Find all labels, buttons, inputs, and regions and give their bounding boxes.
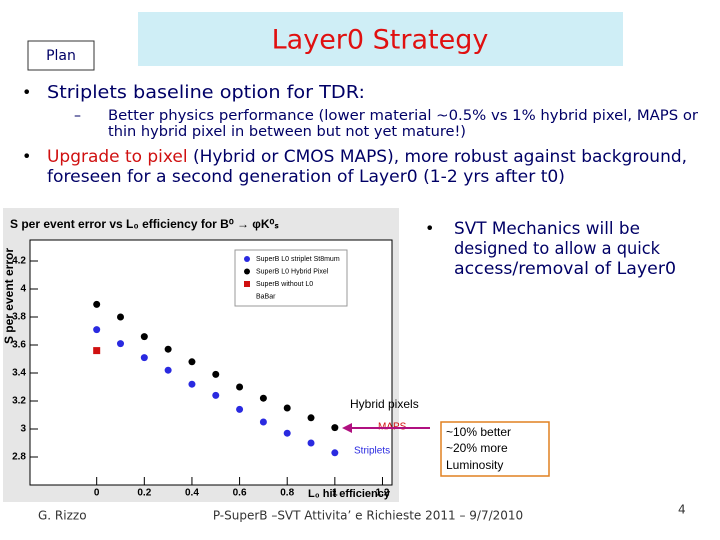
point — [93, 326, 101, 334]
bullet: • — [425, 219, 434, 238]
plan-label: Plan — [46, 48, 76, 64]
legend-marker — [244, 256, 250, 262]
bullet-text-rest: (Hybrid or CMOS MAPS), more robust again… — [193, 147, 687, 167]
x-tick-label: 0.4 — [185, 488, 199, 499]
x-tick-label: 0.6 — [233, 488, 247, 499]
point — [188, 358, 196, 366]
point — [259, 418, 267, 426]
point — [331, 449, 339, 457]
point — [331, 424, 339, 432]
point — [117, 340, 124, 348]
side-note: SVT Mechanics will be — [454, 219, 640, 239]
legend-label: SuperB without L0 — [256, 281, 313, 288]
point — [307, 414, 315, 422]
y-tick-label: 2.8 — [12, 452, 26, 463]
point — [283, 404, 291, 412]
y-tick-label: 3.8 — [12, 312, 26, 323]
annotation: Striplets — [354, 446, 390, 457]
bullet: • — [22, 147, 31, 166]
point — [236, 405, 244, 413]
point — [164, 366, 172, 374]
point — [93, 347, 101, 355]
bullet-text: Striplets baseline option for TDR: — [47, 82, 365, 103]
point — [212, 370, 220, 378]
point — [188, 380, 196, 388]
y-tick-label: 4 — [20, 284, 26, 295]
y-tick-label: 3.4 — [12, 368, 26, 379]
slide-title: Layer0 Strategy — [272, 25, 489, 56]
highlight: Upgrade to pixel — [47, 147, 188, 167]
x-tick-label: 1 — [332, 488, 338, 499]
point — [117, 313, 124, 321]
legend-marker — [244, 281, 250, 287]
bullet-text: foreseen for a second generation of Laye… — [47, 167, 565, 187]
chart: S per event error vs L₀ efficiency for B… — [2, 217, 419, 500]
y-tick-label: 3.2 — [12, 396, 26, 407]
legend-label: BaBar — [256, 293, 276, 300]
bullet-text: Upgrade to pixel (Hybrid or CMOS MAPS), … — [47, 147, 687, 167]
point — [93, 300, 101, 308]
side-note: designed to allow a quick — [454, 239, 660, 259]
y-axis-label: S per event error — [2, 248, 16, 344]
point — [307, 439, 315, 447]
chart-title: S per event error vs L₀ efficiency for B… — [10, 217, 279, 231]
point — [164, 345, 172, 353]
callout-text: ~20% more — [446, 441, 508, 455]
callout-text: ~10% better — [446, 425, 511, 439]
point — [140, 354, 148, 362]
y-tick-label: 4.2 — [12, 256, 26, 267]
legend-label: SuperB L0 Hybrid Pixel — [256, 268, 329, 275]
x-tick-label: 0.8 — [280, 488, 294, 499]
x-axis-label: L₀ hit efficiency — [308, 488, 391, 500]
page-number: 4 — [678, 503, 686, 517]
legend-box — [234, 249, 348, 307]
callout-box — [440, 421, 550, 477]
title-box — [138, 12, 623, 66]
callout-text: Luminosity — [446, 458, 503, 472]
side-note: access/removal of Layer0 — [454, 259, 676, 279]
legend-label: SuperB L0 striplet St8mum — [256, 256, 340, 263]
legend-marker — [244, 268, 250, 275]
point — [140, 333, 148, 341]
x-tick-label: 0.2 — [137, 488, 151, 499]
footer-event: P-SuperB –SVT Attivita’ e Richieste 2011… — [213, 509, 523, 523]
y-tick-label: 3.6 — [12, 340, 26, 351]
point — [259, 394, 267, 402]
bullet: • — [22, 83, 31, 102]
plan-box — [27, 40, 95, 71]
y-tick-label: 3 — [20, 424, 26, 435]
arrow-head — [342, 423, 352, 433]
footer-author: G. Rizzo — [38, 509, 87, 523]
point — [212, 391, 220, 399]
sub-bullet-text: thin hybrid pixel in between but not yet… — [108, 124, 466, 140]
sub-bullet: – — [74, 108, 81, 124]
point — [236, 383, 244, 391]
x-tick-label: 1.2 — [376, 488, 390, 499]
sub-bullet-text: Better physics performance (lower materi… — [108, 108, 698, 124]
point — [283, 429, 291, 437]
x-tick-label: 0 — [94, 488, 100, 499]
annotation: Hybrid pixels — [350, 397, 419, 411]
